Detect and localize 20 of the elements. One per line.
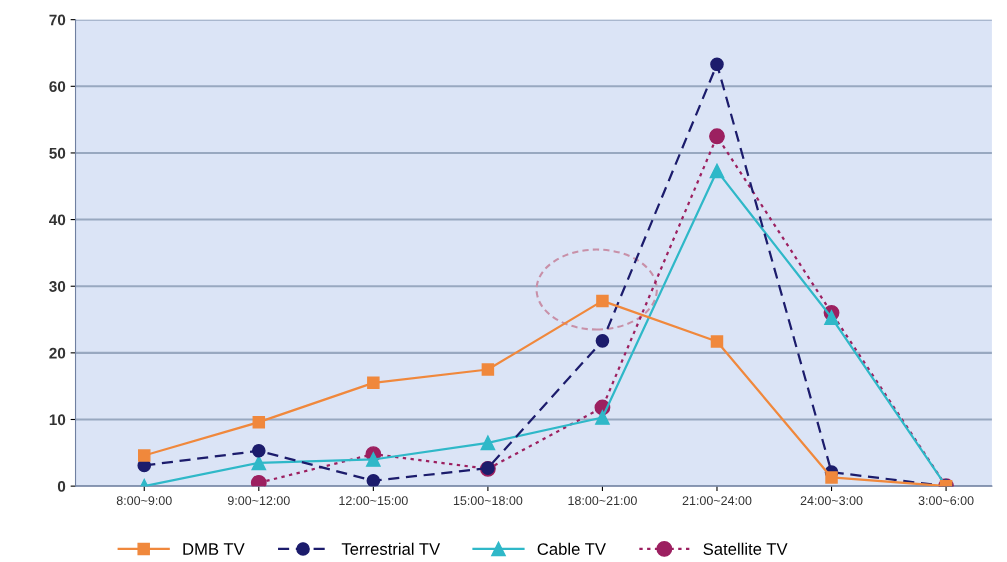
legend-label: Satellite TV — [703, 542, 788, 555]
x-tick-label: 21:00~24:00 — [682, 496, 752, 506]
legend-label: Cable TV — [537, 542, 606, 555]
legend-label: Terrestrial TV — [341, 542, 441, 555]
legend-label: DMB TV — [183, 543, 245, 555]
y-tick-label: 70 — [49, 14, 66, 26]
x-tick-label: 12:00~15:00 — [339, 496, 408, 506]
y-tick-label: 40 — [49, 214, 66, 226]
y-tick-label: 20 — [49, 347, 66, 359]
y-tick-label: 30 — [49, 281, 66, 292]
y-tick-label: 10 — [49, 414, 66, 426]
x-tick-label: 9:00~12:00 — [227, 496, 290, 506]
x-tick-label: 3:00~6:00 — [918, 496, 974, 506]
x-tick-label: 8:00~9:00 — [116, 496, 172, 506]
y-tick-label: 60 — [49, 81, 66, 92]
x-tick-label: 18:00~21:00 — [568, 496, 637, 506]
y-tick-label: 0 — [57, 481, 66, 492]
x-tick-label: 15:00~18:00 — [453, 496, 523, 506]
y-tick-label: 50 — [49, 147, 66, 159]
x-tick-label: 24:00~3:00 — [800, 496, 863, 506]
